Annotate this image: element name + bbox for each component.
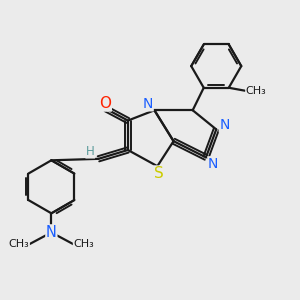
Text: H: H: [86, 145, 94, 158]
Text: O: O: [99, 96, 111, 111]
Text: CH₃: CH₃: [74, 239, 94, 249]
Text: N: N: [208, 157, 218, 171]
Text: N: N: [219, 118, 230, 132]
Text: S: S: [154, 166, 164, 181]
Text: CH₃: CH₃: [9, 239, 29, 249]
Text: CH₃: CH₃: [246, 86, 266, 96]
Text: N: N: [143, 97, 153, 111]
Text: N: N: [46, 225, 57, 240]
